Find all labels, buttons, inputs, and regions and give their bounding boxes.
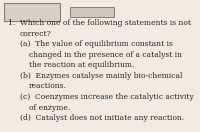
Bar <box>4 3 60 21</box>
Text: (b)  Enzymes catalyse mainly bio-chemical: (b) Enzymes catalyse mainly bio-chemical <box>20 72 182 80</box>
Text: (c)  Coenzymes increase the catalytic activity: (c) Coenzymes increase the catalytic act… <box>20 93 194 101</box>
Text: (d)  Catalyst does not initiate any reaction.: (d) Catalyst does not initiate any react… <box>20 114 184 122</box>
Bar <box>70 7 114 17</box>
Text: of enzyme.: of enzyme. <box>29 103 70 112</box>
Text: (a)  The value of equilibrium constant is: (a) The value of equilibrium constant is <box>20 40 173 48</box>
Text: the reaction at equilibrium.: the reaction at equilibrium. <box>29 61 134 69</box>
Text: reactions.: reactions. <box>29 82 67 90</box>
Text: changed in the presence of a catalyst in: changed in the presence of a catalyst in <box>29 51 182 59</box>
Text: 1.  Which one of the following statements is not: 1. Which one of the following statements… <box>8 19 191 27</box>
Text: correct?: correct? <box>20 30 52 38</box>
